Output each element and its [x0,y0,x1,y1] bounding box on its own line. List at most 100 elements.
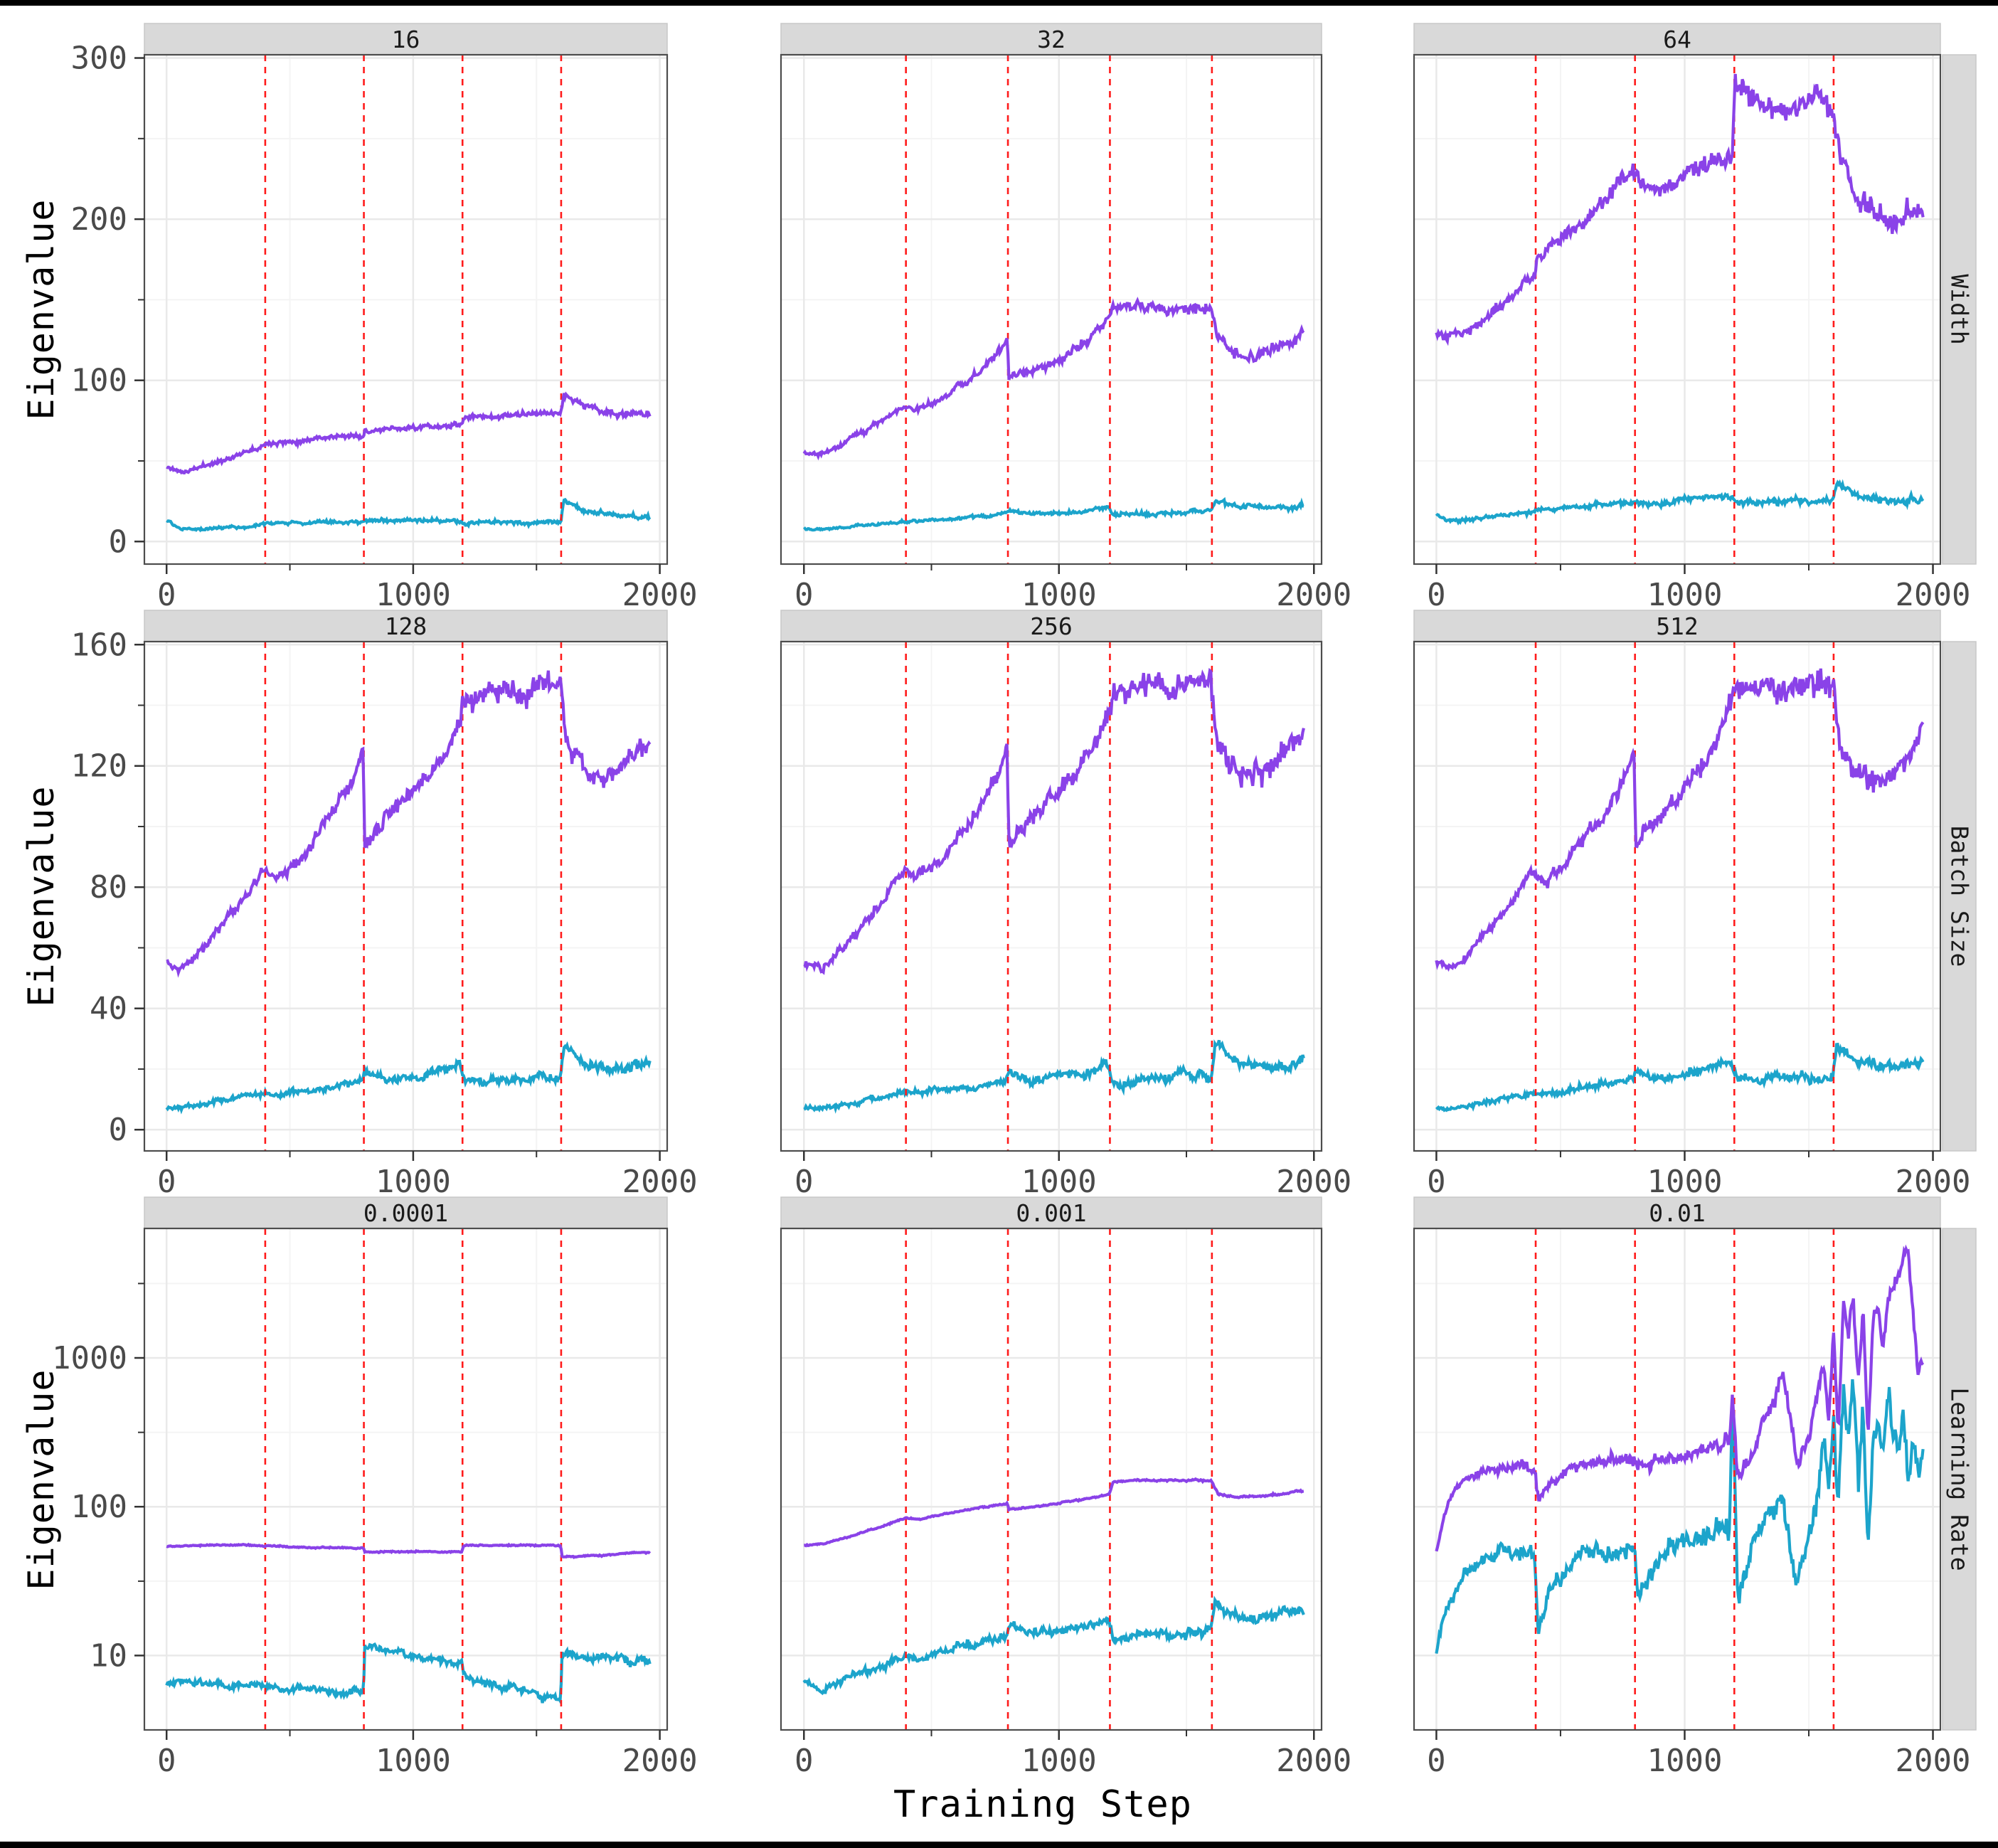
facet-strip-label-32: 32 [1037,26,1066,53]
facet-strip-width [1942,54,1977,565]
panel-border-16 [143,53,669,565]
series-purple-line-64 [1435,73,1925,346]
panel-bg-0.001 [781,1228,1322,1730]
facet-strip-32 [780,23,1322,55]
y-tick-label: 100 [71,363,127,399]
y-tick-label: 80 [90,869,127,906]
y-tick-label: 0 [109,524,128,560]
x-tick-label: 0 [157,577,176,613]
x-tick-label: 2000 [1276,1743,1351,1779]
panel-border-64 [1413,53,1942,565]
series-purple-line-128 [166,670,652,978]
series-purple-line-256 [803,667,1305,975]
y-tick-label: 40 [90,991,127,1027]
series-purple-line-0.0001 [166,1542,652,1560]
x-axis-title: Training Step [893,1783,1192,1826]
facet-strip-label-learning-rate: Learning Rate [1946,1387,1974,1571]
y-axis-title-row-batch: Eigenvalue [21,785,62,1007]
y-tick-label: 200 [71,201,127,238]
facet-strip-label-batch-size: Batch Size [1946,826,1974,967]
x-tick-label: 1000 [376,577,451,613]
series-cyan-line-64 [1435,479,1925,526]
panel-border-32 [780,53,1323,565]
x-tick-label: 1000 [1021,1743,1097,1779]
panel-bg-0.0001 [144,1228,667,1730]
x-tick-label: 0 [157,1164,176,1200]
x-tick-label: 0 [795,1743,814,1779]
y-tick-label: 160 [71,627,127,663]
facet-strip-label-16: 16 [392,26,420,53]
facet-strip-label-256: 256 [1030,612,1073,640]
series-purple-line-0.01 [1435,1244,1925,1552]
y-tick-label: 10 [90,1637,127,1674]
facet-strip-label-64: 64 [1663,26,1691,53]
x-tick-label: 1000 [1021,1164,1097,1200]
x-tick-label: 0 [157,1743,176,1779]
x-tick-label: 0 [1427,1164,1446,1200]
facet-strip-label-width: Width [1946,274,1974,344]
series-cyan-line-16 [166,497,652,533]
x-tick-label: 2000 [1276,1164,1351,1200]
facet-strip-label-0.001: 0.001 [1016,1199,1086,1227]
x-tick-label: 1000 [1647,1743,1722,1779]
y-axis-title-row-width: Eigenvalue [21,198,62,420]
panel-border-0.01 [1413,1227,1942,1731]
y-tick-label: 300 [71,41,127,77]
y-tick-label: 120 [71,748,127,785]
facet-strip-label-0.0001: 0.0001 [363,1199,448,1227]
panel-bg-16 [144,55,667,564]
facet-strip-64 [1413,23,1941,55]
bottom-border-bar [0,1842,1998,1848]
series-cyan-line-0.01 [1435,1379,1925,1654]
facet-strip-batch-size [1942,641,1977,1152]
panel-border-0.001 [780,1227,1323,1731]
series-cyan-line-32 [803,496,1304,532]
x-tick-label: 1000 [376,1164,451,1200]
panel-border-512 [1413,640,1942,1152]
panel-bg-512 [1414,642,1940,1151]
x-tick-label: 0 [1427,1743,1446,1779]
y-tick-label: 1000 [52,1340,127,1376]
facet-strip-learning-rate [1942,1228,1977,1731]
panel-bg-32 [781,55,1322,564]
x-tick-label: 1000 [1647,1164,1722,1200]
series-purple-line-16 [166,391,652,475]
series-cyan-line-0.001 [802,1595,1305,1696]
facet-strip-512 [1413,610,1941,642]
x-tick-label: 0 [1427,577,1446,613]
panel-border-0.0001 [143,1227,669,1731]
y-tick-label: 0 [109,1112,128,1148]
series-cyan-line-0.0001 [165,1642,652,1706]
facet-strip-0.0001 [144,1196,668,1229]
x-tick-label: 1000 [1021,577,1097,613]
series-purple-line-0.001 [804,1477,1304,1548]
x-tick-label: 2000 [622,577,698,613]
panel-border-128 [143,640,669,1152]
x-tick-label: 2000 [1896,577,1971,613]
facet-strip-16 [144,23,668,55]
x-tick-label: 1000 [1647,577,1722,613]
facet-strip-0.01 [1413,1196,1941,1229]
x-tick-label: 2000 [622,1164,698,1200]
x-tick-label: 2000 [1896,1164,1971,1200]
series-purple-line-512 [1435,668,1925,972]
x-tick-label: 0 [795,1164,814,1200]
facet-strip-label-0.01: 0.01 [1649,1199,1705,1227]
x-tick-label: 2000 [622,1743,698,1779]
y-tick-label: 100 [71,1489,127,1525]
series-cyan-line-512 [1435,1042,1925,1112]
facet-strip-0.001 [780,1196,1322,1229]
facet-strip-label-128: 128 [385,612,427,640]
series-cyan-line-128 [165,1041,652,1115]
x-tick-label: 2000 [1276,577,1351,613]
y-axis-title-row-lr: Eigenvalue [21,1369,62,1591]
panel-bg-256 [781,642,1322,1151]
top-border-bar [0,0,1998,6]
x-tick-label: 1000 [376,1743,451,1779]
facet-strip-label-512: 512 [1656,612,1699,640]
x-tick-label: 0 [795,577,814,613]
series-purple-line-32 [802,297,1305,461]
x-tick-label: 2000 [1896,1743,1971,1779]
